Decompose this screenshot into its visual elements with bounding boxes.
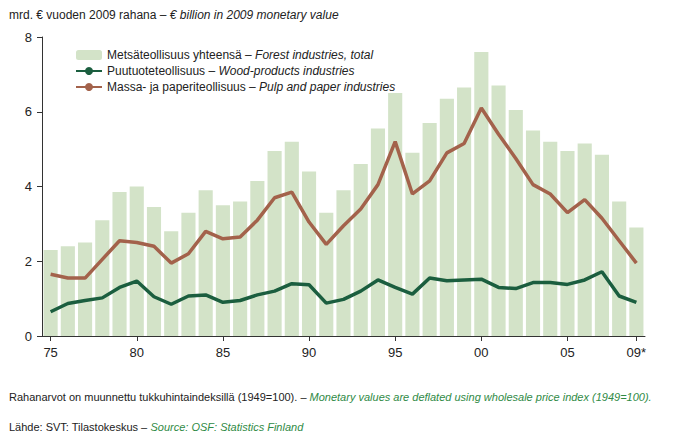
svg-text:Metsäteollisuus yhteensä –: Metsäteollisuus yhteensä – — [107, 48, 255, 62]
svg-text:0: 0 — [25, 329, 32, 344]
svg-text:85: 85 — [216, 345, 230, 360]
svg-text:Rahanarvot on muunnettu tukkuh: Rahanarvot on muunnettu tukkuhintaindeks… — [9, 391, 310, 403]
svg-text:mrd. € vuoden 2009 rahana –: mrd. € vuoden 2009 rahana – — [9, 8, 170, 22]
svg-text:75: 75 — [43, 345, 57, 360]
svg-text:00: 00 — [474, 345, 488, 360]
svg-text:€ billion in 2009 monetary val: € billion in 2009 monetary value — [170, 8, 339, 22]
svg-text:95: 95 — [388, 345, 402, 360]
svg-text:Puutuoteteollisuus –: Puutuoteteollisuus – — [107, 64, 218, 78]
svg-text:4: 4 — [25, 179, 32, 194]
svg-text:05: 05 — [560, 345, 574, 360]
svg-text:6: 6 — [25, 104, 32, 119]
svg-text:Wood-products industries: Wood-products industries — [218, 64, 354, 78]
svg-text:2: 2 — [25, 254, 32, 269]
svg-text:Source: OSF: Statistics Finlan: Source: OSF: Statistics Finland — [150, 421, 304, 433]
svg-text:80: 80 — [130, 345, 144, 360]
svg-text:8: 8 — [25, 30, 32, 45]
svg-text:90: 90 — [302, 345, 316, 360]
svg-text:Forest industries, total: Forest industries, total — [255, 48, 373, 62]
svg-text:09*: 09* — [627, 345, 647, 360]
svg-text:Massa- ja paperiteollisuus –: Massa- ja paperiteollisuus – — [107, 80, 259, 94]
svg-text:Pulp and paper industries: Pulp and paper industries — [259, 80, 395, 94]
svg-text:Monetary values are deflated u: Monetary values are deflated using whole… — [310, 391, 652, 403]
svg-text:Lähde: SVT: Tilastokeskus –: Lähde: SVT: Tilastokeskus – — [9, 421, 150, 433]
